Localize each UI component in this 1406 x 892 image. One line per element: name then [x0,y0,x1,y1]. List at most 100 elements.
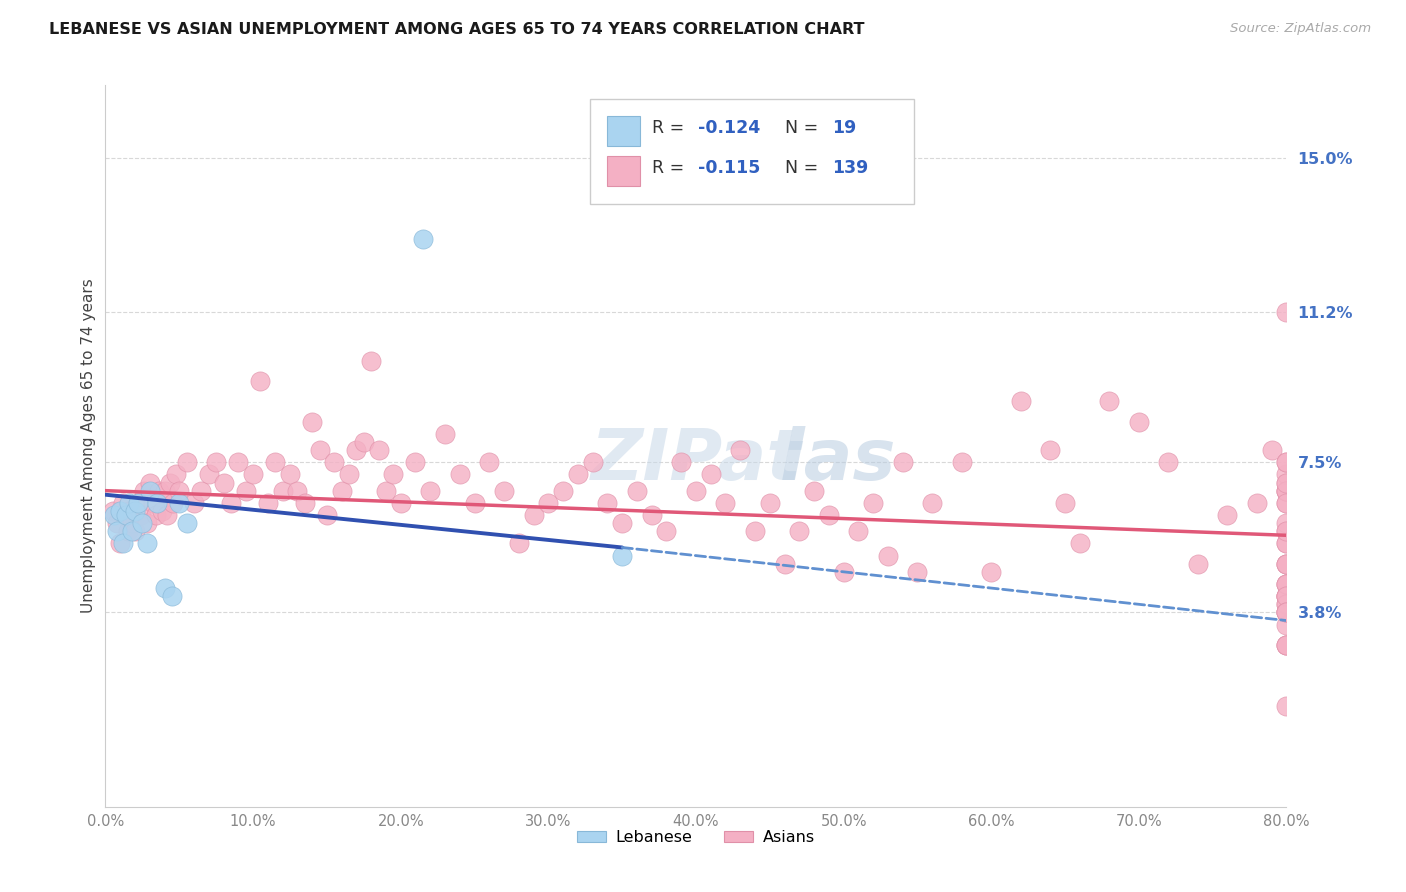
Point [1216,508,1239,522]
Point [1275,577,1298,591]
Point [1275,483,1298,498]
Point [1275,536,1298,550]
Point [877,549,900,563]
Point [1275,606,1298,620]
Point [759,496,782,510]
Point [1275,606,1298,620]
Point [118,504,141,518]
FancyBboxPatch shape [607,155,641,186]
Point [699,467,723,482]
Point [1275,475,1298,490]
Point [1275,589,1298,603]
Point [980,565,1002,579]
Point [1275,617,1298,632]
Point [492,483,515,498]
Point [197,467,219,482]
Point [478,455,501,469]
Text: ZIPat: ZIPat [591,426,801,495]
Point [212,475,235,490]
Point [1275,557,1298,571]
Point [1246,496,1268,510]
Point [1275,467,1298,482]
Point [115,508,138,522]
Point [228,455,250,469]
Text: Source: ZipAtlas.com: Source: ZipAtlas.com [1230,22,1371,36]
Point [1275,496,1298,510]
Point [150,504,173,518]
Point [176,516,198,530]
Point [159,475,181,490]
Point [1275,606,1298,620]
Point [169,483,191,498]
Point [110,504,132,518]
Point [1275,606,1298,620]
Point [129,508,152,522]
Point [153,483,176,498]
Point [127,496,149,510]
Point [1157,455,1180,469]
Point [131,516,153,530]
Point [271,483,294,498]
Point [641,508,664,522]
Point [124,524,146,539]
Point [138,475,162,490]
Point [1275,557,1298,571]
Point [862,496,884,510]
Point [1275,638,1298,652]
Point [1275,597,1298,611]
Y-axis label: Unemployment Among Ages 65 to 74 years: Unemployment Among Ages 65 to 74 years [82,278,96,614]
Point [132,483,155,498]
Point [205,455,228,469]
Point [1039,443,1062,458]
Point [382,467,405,482]
Point [105,516,128,530]
FancyBboxPatch shape [607,116,641,146]
Point [145,508,167,522]
Point [103,508,125,522]
Point [160,589,183,603]
Point [1010,394,1032,409]
Point [323,455,346,469]
Point [1054,496,1077,510]
Point [1275,577,1298,591]
Point [124,504,146,518]
Point [1275,536,1298,550]
Point [330,483,353,498]
Text: R =: R = [652,159,690,177]
Text: -0.115: -0.115 [699,159,761,177]
Point [121,516,143,530]
Point [337,467,360,482]
Point [1275,455,1298,469]
Point [138,483,162,498]
Point [1275,589,1298,603]
Point [1275,455,1298,469]
Point [671,455,693,469]
Text: las: las [779,426,896,495]
Point [744,524,766,539]
Point [183,496,205,510]
Point [818,508,841,522]
Point [219,496,242,510]
Point [773,557,796,571]
Point [360,353,382,368]
Point [1275,698,1298,713]
Point [153,581,176,595]
Point [449,467,471,482]
Point [1275,589,1298,603]
Point [301,415,323,429]
Point [907,565,929,579]
Point [374,483,398,498]
Point [148,483,170,498]
Point [235,483,257,498]
Point [610,549,633,563]
Point [121,524,143,539]
Point [346,443,368,458]
Point [891,455,914,469]
Point [112,496,135,510]
Point [135,516,157,530]
Point [127,496,149,510]
Point [433,426,456,441]
Point [156,508,179,522]
Point [176,455,198,469]
Text: R =: R = [652,120,690,137]
